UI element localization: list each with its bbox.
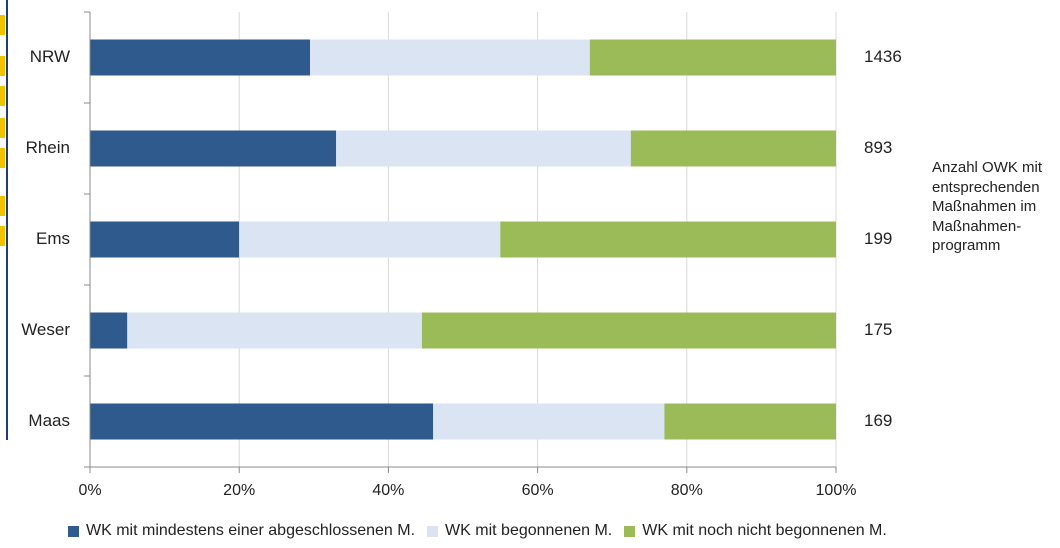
decorative-edge	[6, 0, 8, 440]
total-label: 169	[864, 411, 892, 430]
decorative-stripe	[0, 118, 5, 138]
bar-segment	[239, 221, 501, 258]
bar-segment	[433, 403, 665, 440]
category-label: Maas	[28, 411, 70, 430]
decorative-stripe	[0, 15, 5, 35]
bar-segment	[90, 39, 311, 76]
x-tick-label: 80%	[671, 482, 703, 499]
bar-segment	[500, 221, 836, 258]
decorative-stripe	[0, 226, 5, 246]
legend-swatch	[624, 525, 636, 537]
legend-item: WK mit begonnenen M.	[427, 522, 612, 540]
bar-segment	[421, 312, 836, 349]
total-label: 1436	[864, 47, 902, 66]
legend-item: WK mit mindestens einer abgeschlossenen …	[68, 522, 415, 540]
category-label: Rhein	[26, 138, 70, 157]
total-label: 893	[864, 138, 892, 157]
x-tick-label: 0%	[78, 482, 101, 499]
bar-segment	[90, 221, 240, 258]
bar-segment	[630, 130, 836, 167]
bar-segment	[90, 312, 128, 349]
legend-item: WK mit noch nicht begonnenen M.	[624, 522, 887, 540]
totals-note: Anzahl OWK mit entsprechenden Maßnahmen …	[932, 159, 1043, 254]
category-label: Weser	[21, 320, 70, 339]
legend-label: WK mit begonnenen M.	[445, 522, 613, 539]
bar-segment	[664, 403, 836, 440]
category-label: Ems	[36, 229, 70, 248]
total-label: 175	[864, 320, 892, 339]
legend-label: WK mit mindestens einer abgeschlossenen …	[86, 522, 416, 539]
decorative-stripe	[0, 56, 5, 76]
x-tick-label: 100%	[816, 482, 857, 499]
bar-segment	[589, 39, 836, 76]
legend: WK mit mindestens einer abgeschlossenen …	[68, 522, 1058, 540]
bar-segment	[127, 312, 422, 349]
total-label: 199	[864, 229, 892, 248]
category-label: NRW	[30, 47, 70, 66]
legend-label: WK mit noch nicht begonnenen M.	[642, 522, 887, 539]
x-tick-label: 20%	[223, 482, 255, 499]
decorative-stripe	[0, 148, 5, 168]
decorative-stripe	[0, 86, 5, 106]
bar-segment	[90, 130, 337, 167]
legend-swatch	[68, 525, 79, 537]
x-tick-label: 40%	[372, 482, 404, 499]
legend-swatch	[427, 525, 439, 537]
decorative-stripe	[0, 196, 5, 216]
bar-segment	[90, 403, 434, 440]
x-tick-label: 60%	[522, 482, 554, 499]
bar-segment	[310, 39, 590, 76]
bar-segment	[336, 130, 631, 167]
